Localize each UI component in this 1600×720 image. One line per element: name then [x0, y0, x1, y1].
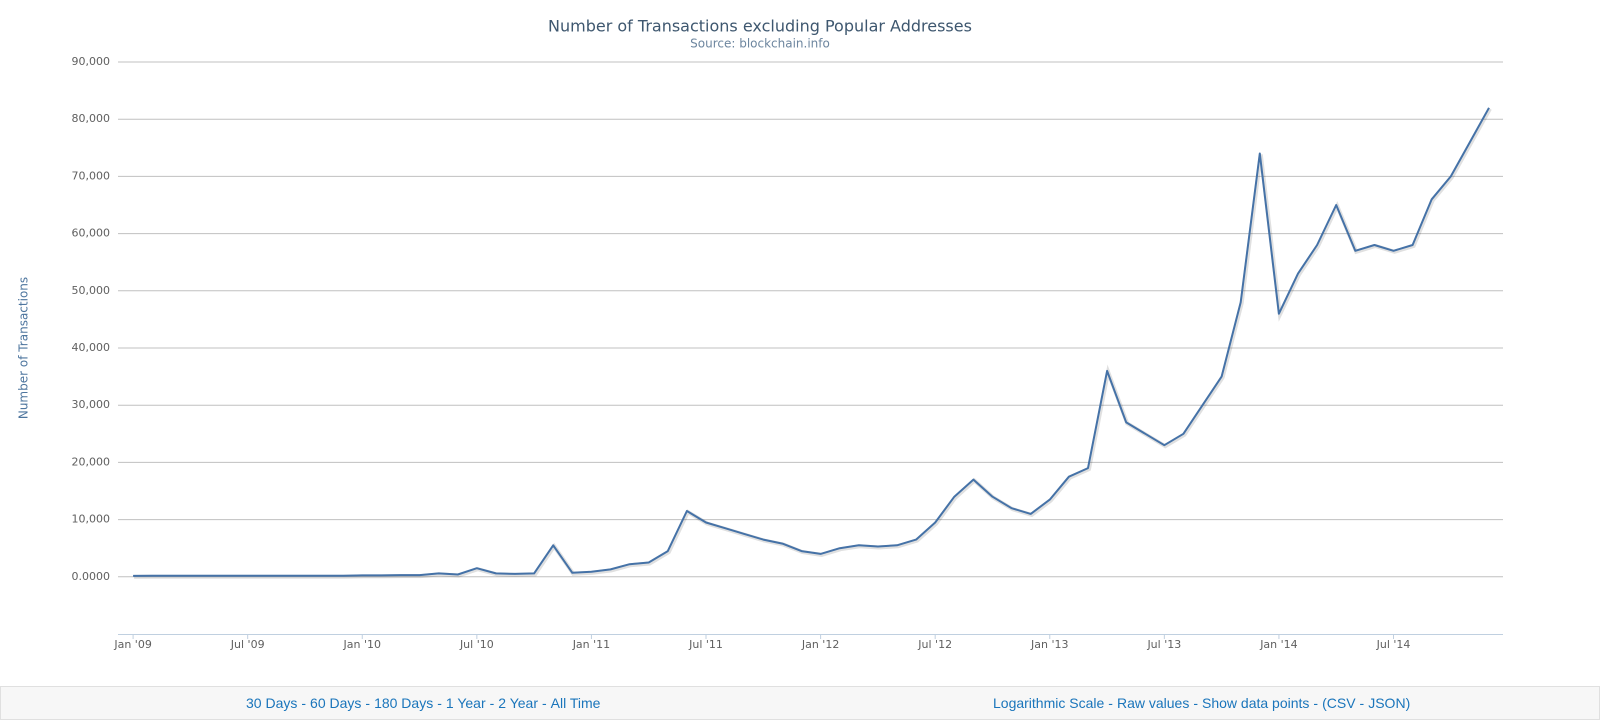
y-tick-label: 90,000 — [72, 55, 111, 68]
y-tick-label: 10,000 — [72, 513, 111, 526]
range-link[interactable]: 60 Days — [310, 695, 362, 711]
footer-bar: 30 Days -60 Days -180 Days -1 Year -2 Year - A… — [0, 686, 1600, 720]
range-link[interactable]: 180 Days — [374, 695, 434, 711]
x-tick-label: Jan '13 — [1030, 638, 1068, 651]
x-tick-label: Jan '10 — [343, 638, 381, 651]
separator: - — [437, 695, 442, 711]
separator: - — [365, 695, 371, 711]
option-link[interactable]: Raw values — [1116, 695, 1190, 711]
separator: - — [489, 695, 495, 711]
range-links: 30 Days -60 Days -180 Days -1 Year -2 Year - A… — [246, 695, 600, 711]
x-tick-label: Jul '13 — [1146, 638, 1181, 651]
y-axis-label: Number of Transactions — [17, 277, 31, 419]
separator: - — [542, 695, 547, 711]
x-tick-label: Jan '12 — [801, 638, 839, 651]
chart: Number of Transactions excluding Popular… — [17, 17, 1503, 651]
y-tick-label: 60,000 — [72, 227, 111, 240]
separator: - — [1193, 695, 1198, 711]
paren: ( — [1322, 695, 1327, 711]
separator: - — [1359, 695, 1365, 711]
separator: - — [301, 695, 307, 711]
series-line — [133, 107, 1490, 577]
x-tick-label: Jul '10 — [459, 638, 494, 651]
range-link[interactable]: 30 Days — [246, 695, 298, 711]
line-shadow — [134, 107, 1492, 579]
range-link[interactable]: All Time — [550, 695, 601, 711]
y-tick-label: 20,000 — [72, 455, 111, 468]
x-tick-label: Jul '09 — [230, 638, 265, 651]
x-tick-label: Jul '12 — [917, 638, 952, 651]
x-tick-label: Jul '11 — [688, 638, 723, 651]
x-tick-label: Jan '11 — [572, 638, 610, 651]
y-tick-label: 50,000 — [72, 284, 111, 297]
chart-subtitle: Source: blockchain.info — [690, 37, 830, 51]
option-link[interactable]: Logarithmic Scale — [993, 695, 1105, 711]
x-tick-label: Jul '14 — [1376, 638, 1411, 651]
chart-title: Number of Transactions excluding Popular… — [548, 17, 972, 36]
range-link[interactable]: 2 Year — [498, 695, 538, 711]
y-tick-label: 0.0000 — [72, 570, 111, 583]
range-link[interactable]: 1 Year — [445, 695, 486, 711]
x-tick-label: Jan '09 — [113, 638, 151, 651]
separator: - — [1313, 695, 1319, 711]
paren: ) — [1405, 695, 1411, 711]
option-link[interactable]: Show data points — [1202, 695, 1310, 711]
y-tick-label: 80,000 — [72, 112, 111, 125]
y-tick-label: 30,000 — [72, 398, 111, 411]
x-tick-label: Jan '14 — [1259, 638, 1297, 651]
separator: - — [1108, 695, 1113, 711]
y-tick-label: 70,000 — [72, 169, 111, 182]
option-links: Logarithmic Scale - Raw values - Show data p… — [993, 695, 1410, 711]
y-tick-label: 40,000 — [72, 341, 111, 354]
export-link[interactable]: CSV — [1326, 695, 1356, 711]
export-link[interactable]: JSON — [1368, 695, 1406, 711]
